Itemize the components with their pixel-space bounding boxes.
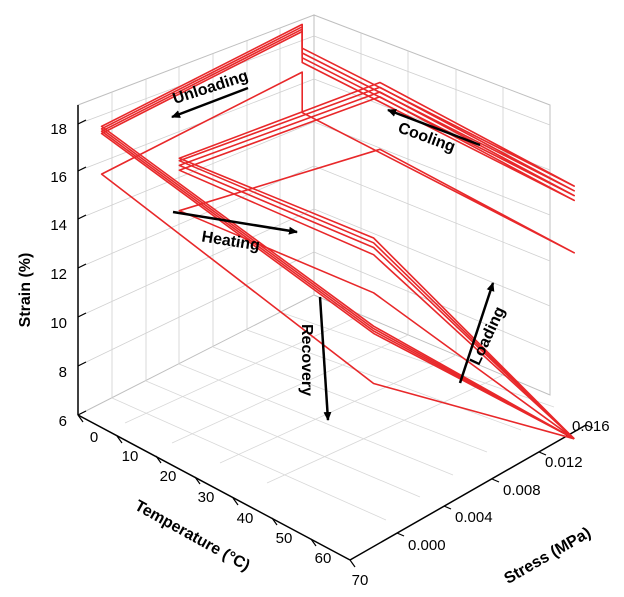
strain-tick-label: 6 <box>59 413 67 430</box>
series-line-2 <box>100 30 575 440</box>
temperature-axis-line <box>77 414 351 561</box>
temperature-tick-label: 0 <box>90 429 98 446</box>
stress-tick-label: 0.000 <box>408 537 446 554</box>
strain-tick-label: 18 <box>50 121 67 138</box>
annotation-recovery: Recovery <box>298 324 315 396</box>
axes <box>77 105 587 561</box>
strain-tick-labels: 6 8 10 12 14 16 18 <box>50 121 67 430</box>
series-line-3 <box>100 28 575 440</box>
stress-tick-label: 0.012 <box>545 454 583 471</box>
stress-tick-label: 0.004 <box>455 509 493 526</box>
series-line-1 <box>100 71 575 440</box>
arrow-heating <box>172 210 298 235</box>
temperature-tick-label: 10 <box>122 448 139 465</box>
series-line-5 <box>100 23 575 440</box>
temperature-tick-label: 50 <box>276 530 293 547</box>
strain-tick-label: 12 <box>50 266 67 283</box>
temperature-tick-label: 40 <box>237 510 254 527</box>
arrow-loading <box>458 282 495 384</box>
stress-tick-label: 0.008 <box>503 482 541 499</box>
strain-tick-label: 8 <box>59 364 67 381</box>
series-layer <box>100 23 575 440</box>
strain-tick-label: 16 <box>50 169 67 186</box>
stress-axis-title: Stress (MPa) <box>502 525 594 588</box>
temperature-tick-label: 30 <box>198 489 215 506</box>
strain-tick-label: 14 <box>50 217 67 234</box>
temperature-tick-label: 20 <box>160 468 177 485</box>
stress-tick-labels: 0.000 0.004 0.008 0.012 0.016 <box>408 418 610 554</box>
temperature-tick-label: 60 <box>315 550 332 567</box>
stress-axis-line <box>349 424 587 561</box>
arrow-unloading <box>171 86 249 119</box>
stress-tick-label: 0.016 <box>572 418 610 435</box>
series-line-4 <box>100 26 575 440</box>
temperature-tick-labels: 0 10 20 30 40 50 60 70 <box>90 429 369 589</box>
temperature-axis-title: Temperature (°C) <box>132 497 253 574</box>
arrow-cooling <box>387 108 481 147</box>
tick-marks <box>77 119 594 568</box>
strain-axis-title: Strain (%) <box>17 253 34 328</box>
floor-grid <box>111 311 555 521</box>
temperature-tick-label: 70 <box>352 572 369 589</box>
arrow-recovery <box>318 296 332 421</box>
strain-tick-label: 10 <box>50 315 67 332</box>
